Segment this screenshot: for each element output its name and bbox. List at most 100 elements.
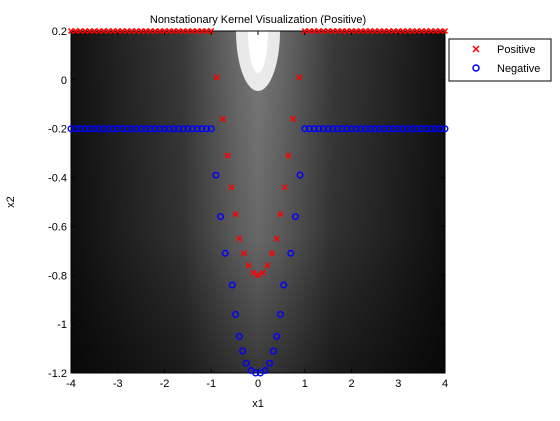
x-tick-label: 2 [348, 378, 354, 390]
positive-point [264, 262, 271, 269]
positive-point [348, 27, 355, 35]
positive-point [273, 235, 280, 242]
positive-point [170, 27, 177, 35]
positive-point [418, 27, 425, 35]
positive-point [77, 27, 84, 35]
positive-point [100, 27, 107, 35]
positive-point [329, 27, 336, 35]
y-tick-label: -0.4 [48, 173, 67, 185]
negative-point [203, 125, 211, 133]
positive-point [325, 27, 332, 35]
positive-point [72, 27, 79, 35]
negative-point [118, 125, 126, 133]
positive-point [91, 27, 98, 35]
negative-point [235, 332, 243, 340]
positive-point [105, 27, 112, 35]
negative-point [441, 125, 449, 133]
negative-point [324, 125, 332, 133]
positive-point [96, 27, 103, 35]
legend: Positive Negative [448, 38, 552, 82]
positive-point [124, 27, 131, 35]
positive-point [161, 27, 168, 35]
positive-point [306, 27, 313, 35]
positive-point [119, 27, 126, 35]
positive-point [404, 27, 411, 35]
negative-point [390, 125, 398, 133]
negative-point [232, 310, 240, 318]
positive-point [277, 211, 284, 218]
negative-point [156, 125, 164, 133]
positive-point [296, 74, 303, 81]
positive-point [423, 27, 430, 35]
positive-point [138, 27, 145, 35]
negative-point [170, 125, 178, 133]
y-tick-label: -1.2 [48, 368, 67, 380]
negative-point [184, 125, 192, 133]
y-tick-label: -0.2 [48, 124, 67, 136]
positive-point [385, 27, 392, 35]
positive-point [353, 27, 360, 35]
negative-point [261, 367, 269, 375]
positive-point [399, 27, 406, 35]
negative-point [329, 125, 337, 133]
positive-point [86, 27, 93, 35]
negative-point [239, 347, 247, 355]
positive-point [228, 184, 235, 191]
positive-point [184, 27, 191, 35]
negative-point [142, 125, 150, 133]
positive-point [194, 27, 201, 35]
positive-point [245, 262, 252, 269]
negative-point [266, 359, 274, 367]
positive-point [67, 27, 75, 35]
positive-point [285, 152, 292, 159]
x-tick-label: -3 [113, 378, 123, 390]
negative-point [146, 125, 154, 133]
positive-point [259, 269, 266, 276]
positive-point [208, 27, 215, 35]
positive-point [213, 74, 220, 81]
negative-point [301, 125, 309, 133]
legend-label-positive: Positive [497, 44, 536, 56]
negative-point [376, 125, 384, 133]
y-tick-label: 0.2 [52, 26, 67, 38]
negative-point [296, 171, 304, 179]
positive-point [219, 115, 226, 122]
negative-point [100, 125, 108, 133]
positive-point [376, 27, 383, 35]
negative-point [422, 125, 430, 133]
y-tick-label: -0.6 [48, 221, 67, 233]
positive-point [390, 27, 397, 35]
negative-point [269, 347, 277, 355]
negative-point [193, 125, 201, 133]
negative-point [160, 125, 168, 133]
positive-point [147, 27, 154, 35]
positive-point [343, 27, 350, 35]
positive-point [250, 269, 257, 276]
negative-point [123, 125, 131, 133]
negative-point [81, 125, 89, 133]
positive-point [268, 250, 276, 257]
negative-point [114, 125, 122, 133]
negative-point [413, 125, 421, 133]
negative-point [72, 125, 80, 133]
negative-point [291, 213, 299, 221]
x-tick-label: 1 [302, 378, 308, 390]
positive-point [357, 27, 364, 35]
negative-point [432, 125, 440, 133]
positive-point [441, 27, 449, 35]
positive-point [395, 27, 402, 35]
negative-point [280, 281, 288, 289]
positive-point [315, 27, 322, 35]
positive-point [156, 27, 163, 35]
negative-point [305, 125, 313, 133]
legend-marker-positive [472, 45, 480, 53]
positive-point [232, 211, 239, 218]
positive-point [152, 27, 159, 35]
positive-point [427, 27, 435, 35]
positive-point [371, 27, 378, 35]
x-tick-label: -4 [66, 378, 76, 390]
positive-point [339, 27, 346, 35]
positive-point [240, 250, 248, 257]
negative-point [86, 125, 94, 133]
negative-point [366, 125, 374, 133]
